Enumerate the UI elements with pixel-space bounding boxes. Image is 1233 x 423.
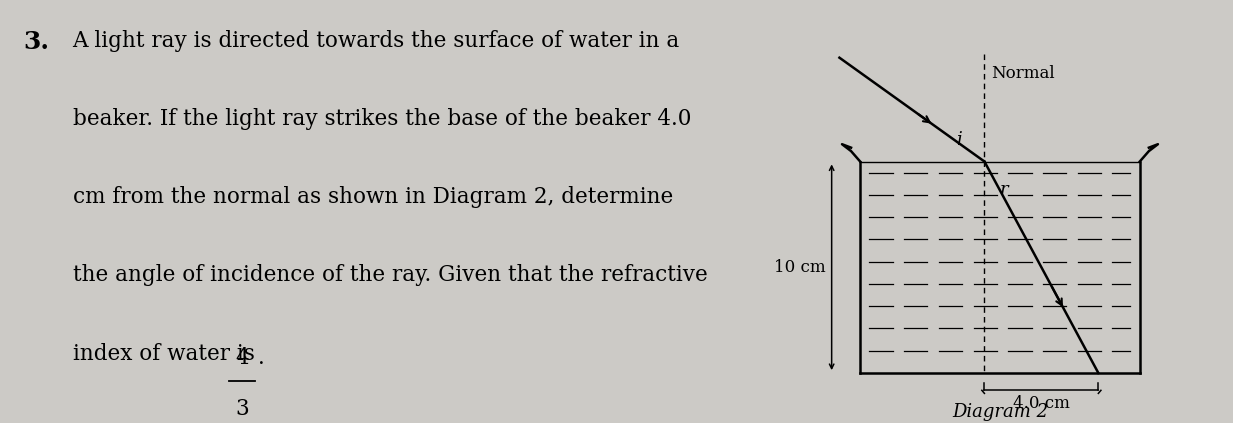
Text: index of water is: index of water is <box>73 343 261 365</box>
Text: the angle of incidence of the ray. Given that the refractive: the angle of incidence of the ray. Given… <box>73 264 708 286</box>
Text: 4: 4 <box>236 347 249 369</box>
Text: Normal: Normal <box>990 66 1054 82</box>
Text: 10 cm: 10 cm <box>774 259 825 276</box>
Text: i: i <box>956 132 962 149</box>
Text: A light ray is directed towards the surface of water in a: A light ray is directed towards the surf… <box>73 30 679 52</box>
Text: .: . <box>258 347 264 369</box>
Text: cm from the normal as shown in Diagram 2, determine: cm from the normal as shown in Diagram 2… <box>73 186 673 208</box>
Text: r: r <box>1000 181 1009 199</box>
Text: beaker. If the light ray strikes the base of the beaker 4.0: beaker. If the light ray strikes the bas… <box>73 108 690 130</box>
Text: 4.0 cm: 4.0 cm <box>1014 395 1070 412</box>
Text: Diagram 2: Diagram 2 <box>952 403 1048 421</box>
Text: 3.: 3. <box>23 30 49 54</box>
Text: 3: 3 <box>236 398 249 420</box>
